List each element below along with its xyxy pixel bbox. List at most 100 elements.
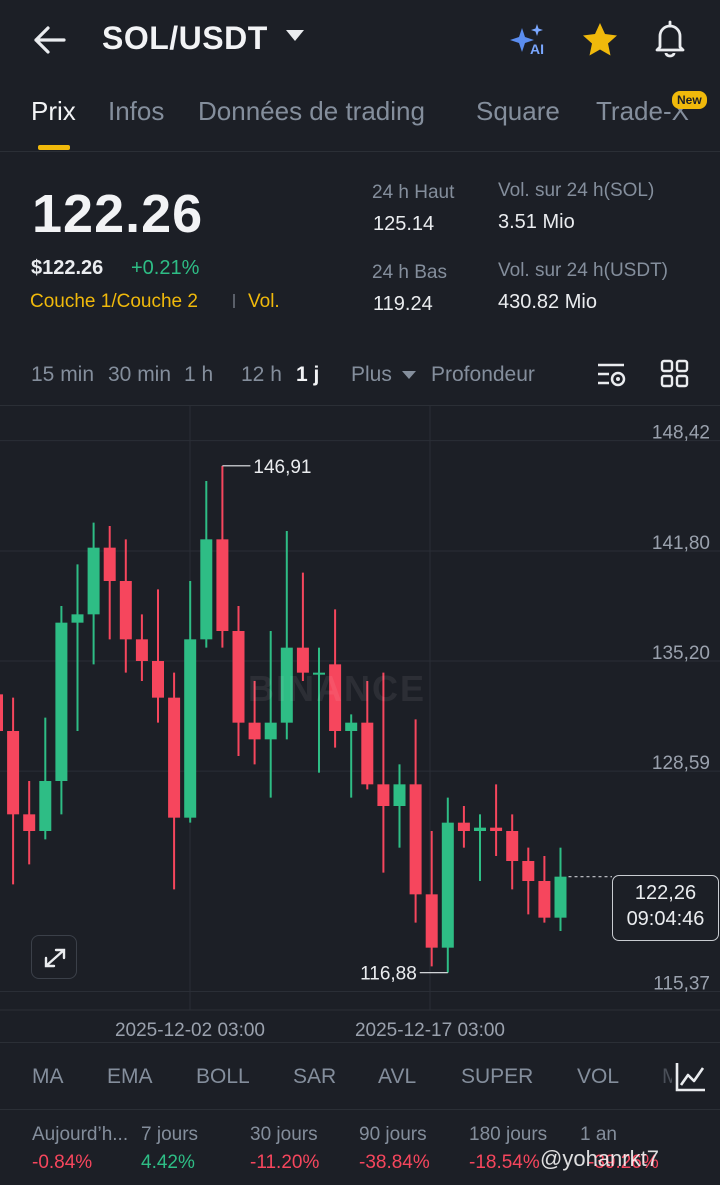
bell-icon[interactable] <box>650 18 690 58</box>
candle-body <box>457 822 470 831</box>
candle-body <box>39 781 52 831</box>
indicator-ma[interactable]: MA <box>32 1065 64 1088</box>
indicator-boll[interactable]: BOLL <box>196 1065 250 1088</box>
candle-body <box>168 697 181 818</box>
tab-trading-data[interactable]: Données de trading <box>198 96 425 126</box>
interval-more[interactable]: Plus <box>351 363 392 386</box>
candle-body <box>409 784 422 895</box>
ai-sparkle-icon[interactable]: AI <box>508 20 550 60</box>
ai-label: AI <box>530 41 544 57</box>
current-price-box: 122,26 09:04:46 <box>612 875 719 941</box>
perf-value-1y: -39.26% <box>588 1152 659 1173</box>
candle-body <box>200 539 213 640</box>
candle-body <box>23 814 36 831</box>
interval-1h[interactable]: 1 h <box>184 363 214 386</box>
candle-body <box>103 547 116 581</box>
candle-body <box>490 827 503 831</box>
usd-price: $122.26 <box>31 257 104 279</box>
indicator-ema[interactable]: EMA <box>107 1065 153 1088</box>
x-tick-label: 2025-12-17 03:00 <box>355 1020 505 1041</box>
low-24h-label: 24 h Bas <box>372 262 447 283</box>
y-tick-label: 115,37 <box>653 974 710 995</box>
candle-body <box>87 547 100 615</box>
perf-label-30d: 30 jours <box>250 1124 318 1145</box>
layer-tag[interactable]: Couche 1/Couche 2 <box>30 291 198 312</box>
new-badge: New <box>672 91 707 109</box>
candle-body <box>135 639 148 661</box>
candle-body <box>345 722 358 731</box>
tag-divider <box>233 294 235 308</box>
indicator-sar[interactable]: SAR <box>293 1065 337 1088</box>
candle-body <box>264 722 277 740</box>
fullscreen-expand-icon[interactable] <box>31 935 77 979</box>
current-price-label: 122,26 <box>634 882 697 904</box>
candle-body <box>441 822 454 948</box>
indicator-avl[interactable]: AVL <box>378 1065 417 1088</box>
interval-1d[interactable]: 1 j <box>296 363 320 386</box>
candle-countdown: 09:04:46 <box>626 908 705 930</box>
candle-body <box>329 664 342 731</box>
more-caret-icon[interactable] <box>402 371 416 379</box>
perf-value-30d: -11.20% <box>250 1152 320 1173</box>
vol-sol-label: Vol. sur 24 h(SOL) <box>498 180 655 201</box>
tab-prix[interactable]: Prix <box>31 96 76 126</box>
interval-30min[interactable]: 30 min <box>108 363 172 386</box>
perf-label-90d: 90 jours <box>359 1124 427 1145</box>
top-bar: SOL/USDT AI <box>0 0 720 80</box>
candle-body <box>55 622 68 781</box>
candle-body <box>313 672 325 675</box>
chart-settings-icon[interactable] <box>596 360 628 390</box>
interval-15min[interactable]: 15 min <box>31 363 95 386</box>
perf-value-7d: 4.42% <box>141 1152 195 1173</box>
candle-body <box>216 539 229 631</box>
price-change-percent: +0.21% <box>131 257 200 279</box>
max-price-label: 146,91 <box>253 457 311 478</box>
pair-dropdown-caret-icon[interactable] <box>286 30 304 41</box>
perf-label-7d: 7 jours <box>141 1124 199 1145</box>
vol-usdt-value: 430.82 Mio <box>498 291 597 313</box>
candle-body <box>184 639 197 818</box>
candle-body <box>119 581 132 640</box>
candle-body <box>377 784 390 806</box>
vol-tag[interactable]: Vol. <box>248 291 280 312</box>
indicator-super[interactable]: SUPER <box>461 1065 534 1088</box>
perf-value-180d: -18.54% <box>469 1152 540 1173</box>
x-tick-label: 2025-12-02 03:00 <box>115 1020 265 1041</box>
min-price-label: 116,88 <box>360 964 417 985</box>
y-tick-label: 135,20 <box>652 643 710 664</box>
depth-tab[interactable]: Profondeur <box>431 363 535 386</box>
binance-watermark: BINANCE <box>248 668 427 709</box>
candle-body <box>296 647 309 673</box>
last-price: 122.26 <box>32 184 204 244</box>
perf-label-180d: 180 jours <box>469 1124 548 1145</box>
interval-12h[interactable]: 12 h <box>241 363 282 386</box>
candle-body <box>474 827 486 831</box>
chart-canvas: 148,42 141,80 135,20 128,59 115,37 2025-12-02… <box>0 406 720 1041</box>
active-tab-indicator <box>38 145 70 150</box>
indicator-vol[interactable]: VOL <box>577 1065 620 1088</box>
candle-body <box>232 631 245 723</box>
candlestick-chart[interactable]: 148,42 141,80 135,20 128,59 115,37 2025-12-02… <box>0 405 720 1041</box>
high-24h-value: 125.14 <box>373 213 435 235</box>
candle-body <box>425 894 438 948</box>
candle-body <box>152 661 164 698</box>
candle-body <box>554 876 567 918</box>
tab-square[interactable]: Square <box>476 96 560 126</box>
vol-usdt-label: Vol. sur 24 h(USDT) <box>498 260 668 281</box>
back-arrow-icon[interactable] <box>30 22 70 58</box>
candle-body <box>7 731 20 815</box>
low-24h-value: 119.24 <box>373 293 433 315</box>
tab-infos[interactable]: Infos <box>108 96 165 126</box>
favorite-star-icon[interactable] <box>580 20 620 60</box>
candle-body <box>361 722 374 785</box>
pair-title[interactable]: SOL/USDT <box>102 20 268 56</box>
indicator-chart-icon[interactable] <box>672 1059 708 1095</box>
vol-sol-value: 3.51 Mio <box>498 211 575 233</box>
tab-bar: Prix Infos Données de trading Square Tra… <box>0 88 720 152</box>
candle-body <box>538 881 551 918</box>
grid-layout-icon[interactable] <box>660 359 690 389</box>
candle-body <box>71 614 84 623</box>
user-watermark: @yohanrkt7 <box>540 1146 659 1171</box>
candle-body <box>280 647 293 723</box>
y-tick-label: 148,42 <box>652 423 710 444</box>
